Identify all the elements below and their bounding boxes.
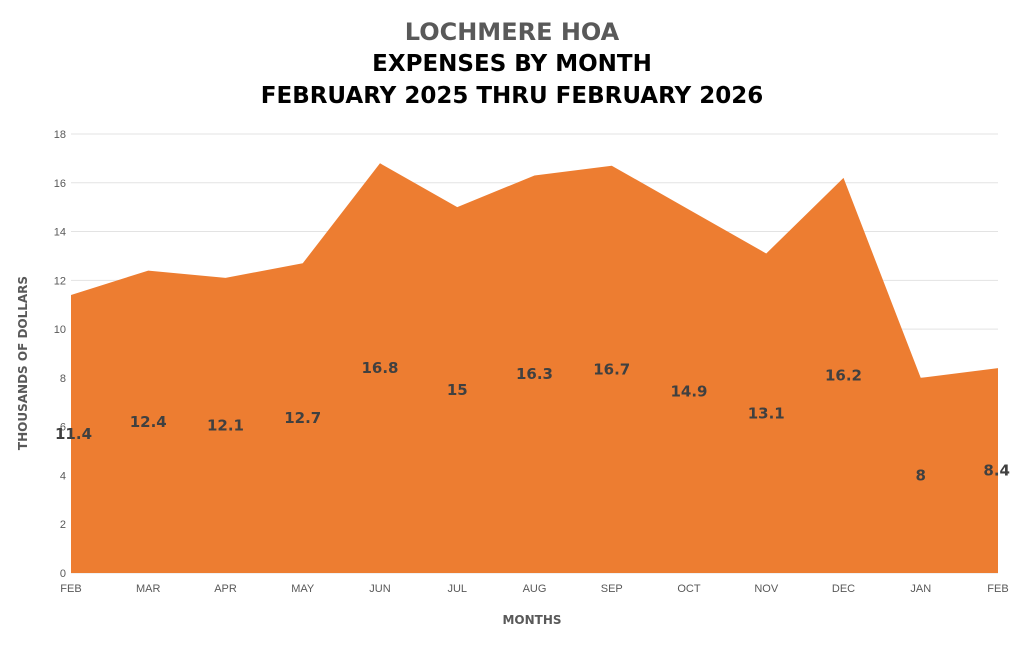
y-tick-label: 12: [54, 275, 66, 287]
data-label: 13.1: [748, 404, 785, 422]
x-tick-label: APR: [214, 583, 237, 595]
y-tick-label: 4: [60, 470, 66, 482]
y-tick-label: 6: [60, 422, 66, 434]
x-tick-label: OCT: [677, 583, 701, 595]
y-tick-label: 2: [60, 519, 66, 531]
data-label: 12.1: [207, 416, 244, 434]
x-tick-label: JAN: [910, 583, 931, 595]
y-tick-label: 16: [54, 178, 66, 190]
data-label: 16.8: [361, 359, 398, 377]
y-axis-title: THOUSANDS OF DOLLARS: [16, 276, 30, 450]
x-axis-title: MONTHS: [502, 613, 561, 627]
data-label: 8: [916, 466, 926, 484]
data-label: 16.7: [593, 360, 630, 378]
y-tick-label: 14: [54, 227, 66, 239]
expenses-area: [71, 163, 998, 573]
chart-title: LOCHMERE HOA: [405, 18, 620, 46]
data-label: 12.7: [284, 409, 321, 427]
data-labels: 11.4 12.4 12.1 12.7 16.8 15 16.3 16.7 14.9 13.1 16…: [55, 359, 1010, 484]
y-tick-label: 18: [54, 129, 66, 141]
x-tick-label: AUG: [523, 583, 547, 595]
data-label: 15: [447, 381, 468, 399]
x-tick-label: FEB: [60, 583, 81, 595]
data-label: 16.3: [516, 365, 553, 383]
data-label: 14.9: [670, 382, 707, 400]
x-tick-label: SEP: [601, 583, 623, 595]
x-tick-label: FEB: [987, 583, 1008, 595]
y-axis-ticks: 0 2 4 6 8 10 12 14 16 18: [54, 129, 66, 580]
x-tick-label: JUL: [447, 583, 467, 595]
x-tick-label: NOV: [754, 583, 779, 595]
area-series: [71, 163, 998, 573]
chart-subtitle-range: FEBRUARY 2025 THRU FEBRUARY 2026: [261, 83, 763, 109]
data-label: 8.4: [983, 462, 1010, 480]
chart-subtitle: EXPENSES BY MONTH: [372, 51, 652, 77]
x-tick-label: DEC: [832, 583, 855, 595]
y-tick-label: 0: [60, 568, 66, 580]
y-tick-label: 10: [54, 324, 66, 336]
data-label: 16.2: [825, 366, 862, 384]
x-tick-label: MAY: [291, 583, 315, 595]
data-label: 11.4: [55, 425, 92, 443]
x-tick-label: MAR: [136, 583, 161, 595]
y-tick-label: 8: [60, 373, 66, 385]
data-label: 12.4: [130, 413, 167, 431]
x-axis-ticks: FEB MAR APR MAY JUN JUL AUG SEP OCT NOV DEC JAN FEB: [60, 583, 1008, 595]
x-tick-label: JUN: [369, 583, 390, 595]
